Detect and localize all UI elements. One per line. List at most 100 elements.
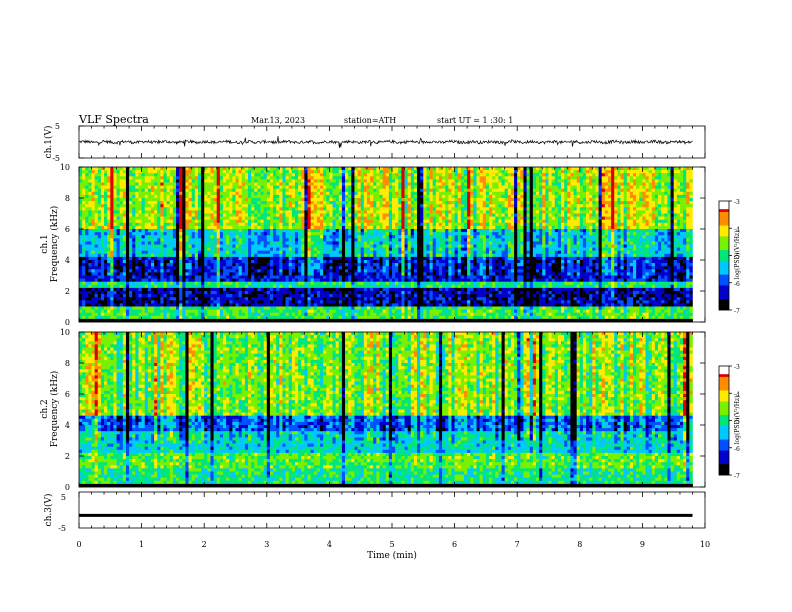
ch1-spectrogram-cell [436, 186, 439, 189]
ch1-spectrogram-cell [492, 183, 495, 186]
ch1-spectrogram-cell [189, 186, 192, 189]
ch1-spectrogram-cell [279, 176, 282, 179]
ch1-spectrogram-cell [273, 186, 276, 189]
ch1-spectrogram-cell [508, 167, 511, 170]
ch1-spectrogram-cell [361, 167, 364, 170]
ch1-spectrogram-cell [142, 167, 145, 170]
ch1-spectrogram-cell [642, 167, 645, 170]
ch1-spectrogram-cell [536, 186, 539, 189]
ch1-spectrogram-cell [414, 189, 417, 192]
ch1-spectrogram-cell [261, 173, 264, 176]
ch1-spectrogram-cell [226, 176, 229, 179]
ch1-spectrogram-cell [192, 176, 195, 179]
ch1-spectrogram-cell [486, 179, 489, 182]
ch1-spectrogram-cell [342, 167, 345, 170]
ch1-spectrogram-cell [426, 179, 429, 182]
ch1-spectrogram-cell [311, 176, 314, 179]
ch1-spectrogram-cell [398, 186, 401, 189]
ch1-spectrogram-cell [214, 183, 217, 186]
ch1-spectrogram-cell [467, 179, 470, 182]
ch1-spectrogram-cell [104, 176, 107, 179]
ch1-spectrogram-cell [314, 189, 317, 192]
ch1-spectrogram-cell [583, 186, 586, 189]
ch1-spectrogram-cell [451, 189, 454, 192]
ch1-spectrogram-cell [223, 179, 226, 182]
ch1-spectrogram-cell [480, 176, 483, 179]
ch1-spectrogram-cell [92, 183, 95, 186]
ch1-spectrogram-cell [98, 179, 101, 182]
ch1-spectrogram-cell [558, 173, 561, 176]
ch1-spectrogram-cell [311, 173, 314, 176]
ch1-spectrogram-cell [223, 176, 226, 179]
ch1-spectrogram-cell [145, 167, 148, 170]
ch1-spectrogram-cell [674, 189, 677, 192]
ch1-spectrogram-cell [120, 186, 123, 189]
ch1-spectrogram-cell [113, 170, 116, 173]
ch1-spectrogram-cell [580, 186, 583, 189]
ch1-spectrogram-cell [417, 189, 420, 192]
ch1-spectrogram-cell [282, 179, 285, 182]
ch1-spectrogram-cell [520, 167, 523, 170]
ch1-spectrogram-cell [552, 176, 555, 179]
ch1-spectrogram-cell [417, 173, 420, 176]
ch1-spectrogram-cell [417, 186, 420, 189]
ch1-spectrogram-cell [117, 186, 120, 189]
ch1-spectrogram-cell [523, 167, 526, 170]
ch1-spectrogram-cell [232, 173, 235, 176]
ch1-spectrogram-cell [655, 186, 658, 189]
ch1-spectrogram-cell [395, 189, 398, 192]
ch1-spectrogram-cell [110, 186, 113, 189]
ch1-spectrogram-cell [570, 189, 573, 192]
ch1-spectrogram-cell [217, 173, 220, 176]
ch1-spectrogram-cell [157, 179, 160, 182]
ch1-spectrogram-cell [417, 176, 420, 179]
ch1-spectrogram-cell [649, 186, 652, 189]
ch1-spectrogram-cell [367, 186, 370, 189]
ch1-spectrogram-cell [207, 170, 210, 173]
ch1-spectrogram-cell [110, 176, 113, 179]
ch1-spectrogram-cell [142, 170, 145, 173]
ch1-spectrogram-cell [132, 176, 135, 179]
ch1-spectrogram-cell [451, 173, 454, 176]
ch1-spectrogram-cell [671, 176, 674, 179]
ch1-spectrogram-cell [154, 167, 157, 170]
ch1-spectrogram-cell [379, 173, 382, 176]
ch1-spectrogram-cell [245, 189, 248, 192]
ch1-spectrogram-cell [135, 189, 138, 192]
ch1-spectrogram-cell [414, 173, 417, 176]
ch1-spectrogram-cell [164, 186, 167, 189]
ch1-spectrogram-cell [245, 183, 248, 186]
ch1-spectrogram-cell [523, 170, 526, 173]
ch1-spectrogram-cell [586, 186, 589, 189]
ch1-spectrogram-cell [279, 173, 282, 176]
ch1-spectrogram-cell [170, 170, 173, 173]
ch1-spectrogram-cell [642, 189, 645, 192]
ch1-spectrogram-cell [88, 173, 91, 176]
ch1-spectrogram-cell [210, 173, 213, 176]
ch1-spectrogram-cell [198, 186, 201, 189]
ch1-spectrogram-cell [636, 167, 639, 170]
ch1-spectrogram-cell [232, 176, 235, 179]
ch1-spectrogram-cell [311, 167, 314, 170]
ch1-spectrogram-cell [95, 179, 98, 182]
ch1-spectrogram-cell [358, 173, 361, 176]
ch1-spectrogram-cell [376, 183, 379, 186]
ch1-spectrogram-cell [348, 179, 351, 182]
ch1-spectrogram-cell [185, 189, 188, 192]
ch1-spectrogram-cell [611, 179, 614, 182]
ch1-spectrogram-cell [395, 176, 398, 179]
ch1-spectrogram-cell [88, 176, 91, 179]
ch1-spectrogram-cell [680, 173, 683, 176]
ch1-spectrogram-cell [389, 176, 392, 179]
ch1-spectrogram-cell [261, 183, 264, 186]
ch1-spectrogram-cell [201, 189, 204, 192]
ch1-spectrogram-cell [107, 179, 110, 182]
ch1-spectrogram-cell [580, 189, 583, 192]
ch1-spectrogram-cell [617, 189, 620, 192]
ch1-spectrogram-cell [135, 192, 138, 195]
ch1-spectrogram-cell [164, 189, 167, 192]
ch1-spectrogram-cell [411, 179, 414, 182]
ch1-spectrogram-cell [426, 183, 429, 186]
ch1-spectrogram-cell [245, 176, 248, 179]
ch1-spectrogram-cell [95, 192, 98, 195]
